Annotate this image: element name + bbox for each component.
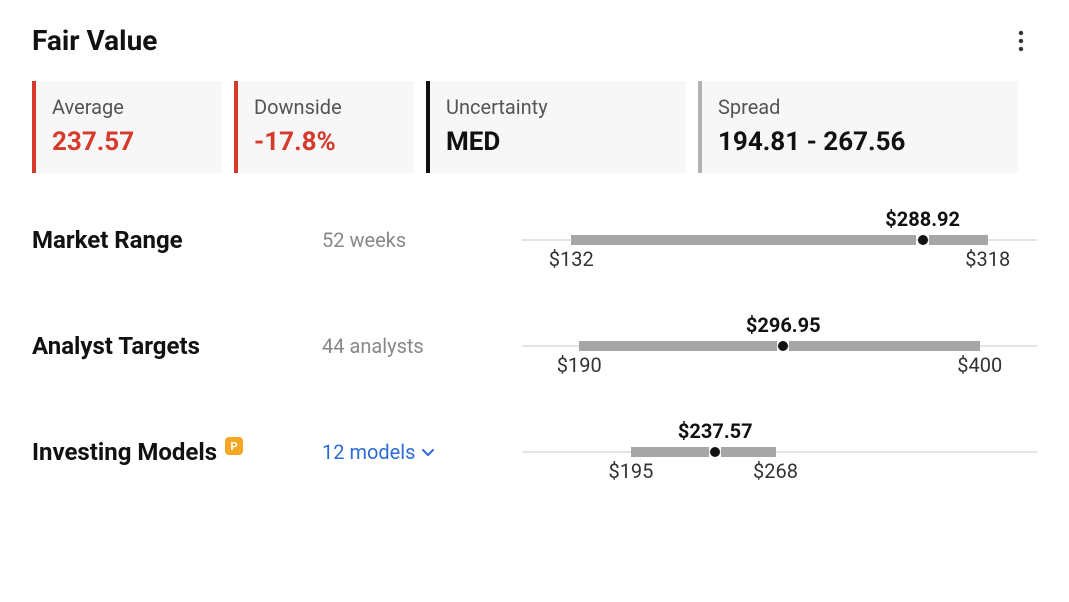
row-label: Investing Models P xyxy=(32,438,322,466)
row-sub: 44 analysts xyxy=(322,334,522,358)
range-min-label: $132 xyxy=(549,247,594,271)
stat-cards: Average 237.57 Downside -17.8% Uncertainty ME… xyxy=(32,81,1037,173)
range-max-label: $400 xyxy=(957,353,1002,377)
more-menu-button[interactable] xyxy=(1005,25,1037,57)
stat-label: Spread xyxy=(718,95,998,119)
range-marker xyxy=(710,447,720,457)
row-sub-text: 44 analysts xyxy=(322,334,424,358)
row-sub-link[interactable]: 12 models xyxy=(322,440,522,464)
range-chart: $237.57 $195 $268 xyxy=(522,421,1037,483)
range-current-label: $237.57 xyxy=(678,419,753,443)
row-label: Analyst Targets xyxy=(32,332,322,360)
range-chart: $296.95 $190 $400 xyxy=(522,315,1037,377)
range-rows: Market Range 52 weeks $288.92 $132 $318 Analy… xyxy=(32,209,1037,483)
stat-label: Average xyxy=(52,95,202,119)
range-band xyxy=(721,447,775,457)
range-row: Analyst Targets 44 analysts $296.95 $190 $40… xyxy=(32,315,1037,377)
range-band xyxy=(929,235,988,245)
range-band xyxy=(571,235,916,245)
more-vertical-icon xyxy=(1018,30,1024,52)
range-min-label: $190 xyxy=(557,353,602,377)
row-sub-text: 52 weeks xyxy=(322,228,406,252)
stat-card: Spread 194.81 - 267.56 xyxy=(698,81,1018,173)
row-sub-text: 12 models xyxy=(322,440,415,464)
stat-value: -17.8% xyxy=(254,127,394,157)
range-min-label: $195 xyxy=(608,459,653,483)
range-max-label: $318 xyxy=(965,247,1010,271)
row-label-text: Analyst Targets xyxy=(32,332,200,360)
range-track xyxy=(522,451,1037,453)
row-label-text: Market Range xyxy=(32,226,183,254)
stat-label: Downside xyxy=(254,95,394,119)
stat-label: Uncertainty xyxy=(446,95,666,119)
range-row: Market Range 52 weeks $288.92 $132 $318 xyxy=(32,209,1037,271)
range-marker xyxy=(778,341,788,351)
range-band xyxy=(631,447,709,457)
range-chart: $288.92 $132 $318 xyxy=(522,209,1037,271)
range-band xyxy=(789,341,979,351)
row-label: Market Range xyxy=(32,226,322,254)
pro-badge-icon: P xyxy=(225,437,243,455)
chevron-down-icon xyxy=(421,445,435,459)
stat-value: 194.81 - 267.56 xyxy=(718,127,998,157)
range-current-label: $296.95 xyxy=(746,313,821,337)
stat-card: Downside -17.8% xyxy=(234,81,414,173)
range-max-label: $268 xyxy=(753,459,798,483)
row-label-text: Investing Models xyxy=(32,438,217,466)
range-band xyxy=(579,341,777,351)
stat-card: Uncertainty MED xyxy=(426,81,686,173)
page-title: Fair Value xyxy=(32,24,157,57)
range-current-label: $288.92 xyxy=(885,207,960,231)
row-sub: 52 weeks xyxy=(322,228,522,252)
range-row: Investing Models P 12 models $237.57 $195 $26… xyxy=(32,421,1037,483)
range-marker xyxy=(918,235,928,245)
stat-value: MED xyxy=(446,127,666,157)
stat-card: Average 237.57 xyxy=(32,81,222,173)
stat-value: 237.57 xyxy=(52,127,202,157)
